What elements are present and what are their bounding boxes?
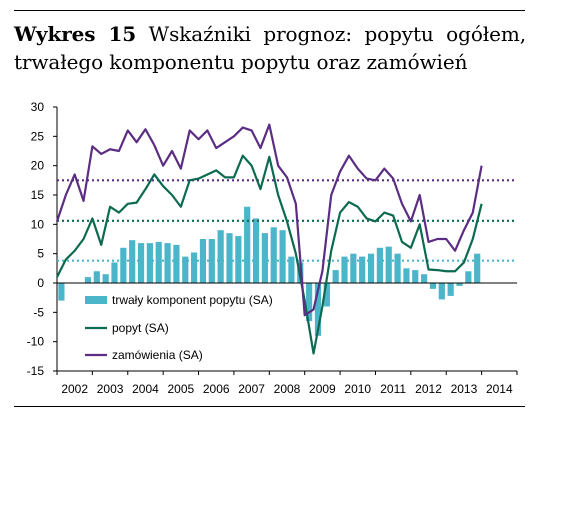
bar <box>84 277 92 283</box>
bar <box>306 283 313 322</box>
bar <box>332 270 339 283</box>
y-tick-label: 30 <box>31 100 45 114</box>
bar <box>235 236 242 283</box>
y-tick-label: 20 <box>31 159 45 173</box>
legend-label: trwały komponent popytu (SA) <box>112 293 273 307</box>
bar <box>341 256 348 283</box>
bar <box>217 230 224 283</box>
y-tick-label: -15 <box>27 364 45 378</box>
bar <box>270 227 277 283</box>
bar <box>394 253 401 283</box>
x-tick-label: 2003 <box>97 382 124 396</box>
figure-caption: Wykres 15 Wskaźniki prognoz: popytu ogół… <box>14 20 526 76</box>
bar <box>385 246 392 283</box>
top-rule <box>14 10 525 11</box>
series-line <box>55 123 483 317</box>
x-tick-label: 2008 <box>274 382 301 396</box>
y-tick-label: 0 <box>37 276 44 290</box>
bar <box>314 283 322 336</box>
bar <box>226 233 233 283</box>
legend-label: popyt (SA) <box>112 321 169 335</box>
bar <box>429 283 437 289</box>
bar <box>244 206 251 283</box>
x-tick-label: 2014 <box>486 382 513 396</box>
bar <box>403 268 410 283</box>
bar <box>421 274 428 283</box>
bar <box>102 274 109 283</box>
y-tick-label: 15 <box>31 188 45 202</box>
bar <box>173 244 180 283</box>
bar <box>465 271 472 283</box>
figure-title: Wskaźniki prognoz: popytu ogółem, trwałe… <box>14 22 526 74</box>
bar <box>288 256 295 283</box>
bar <box>155 241 162 283</box>
bar <box>359 256 366 283</box>
bar <box>412 270 419 283</box>
bar <box>456 283 463 286</box>
bar <box>438 283 445 300</box>
figure-label: Wykres 15 <box>14 22 137 46</box>
bar <box>474 253 481 283</box>
bar <box>350 253 357 283</box>
bar <box>137 243 145 283</box>
x-tick-label: 2013 <box>451 382 478 396</box>
bar <box>58 283 65 301</box>
y-tick-label: -5 <box>33 305 44 319</box>
bar <box>367 253 375 283</box>
bar <box>164 243 171 283</box>
series-line <box>56 154 483 355</box>
bar <box>279 230 286 283</box>
bar <box>261 233 268 283</box>
x-tick-label: 2006 <box>203 382 230 396</box>
bar <box>323 283 330 307</box>
x-tick-label: 2002 <box>61 382 88 396</box>
y-tick-label: -10 <box>27 335 45 349</box>
bar <box>447 283 454 296</box>
y-tick-label: 10 <box>31 217 45 231</box>
bar <box>120 247 127 283</box>
bar <box>208 239 215 283</box>
x-tick-label: 2011 <box>380 382 406 396</box>
x-tick-label: 2005 <box>167 382 194 396</box>
x-tick-label: 2010 <box>344 382 371 396</box>
bar <box>252 218 260 283</box>
bar <box>376 247 383 283</box>
bar <box>182 256 189 283</box>
y-tick-label: 5 <box>37 247 44 261</box>
bar <box>146 243 153 283</box>
bar <box>93 271 100 283</box>
x-tick-label: 2012 <box>415 382 442 396</box>
x-tick-label: 2004 <box>132 382 159 396</box>
legend-label: zamówienia (SA) <box>112 348 203 362</box>
y-tick-label: 25 <box>31 129 45 143</box>
bottom-rule <box>14 406 525 407</box>
x-tick-label: 2007 <box>238 382 265 396</box>
legend-swatch <box>85 296 107 304</box>
bar <box>111 262 118 283</box>
bar <box>191 252 198 283</box>
x-tick-label: 2009 <box>309 382 336 396</box>
